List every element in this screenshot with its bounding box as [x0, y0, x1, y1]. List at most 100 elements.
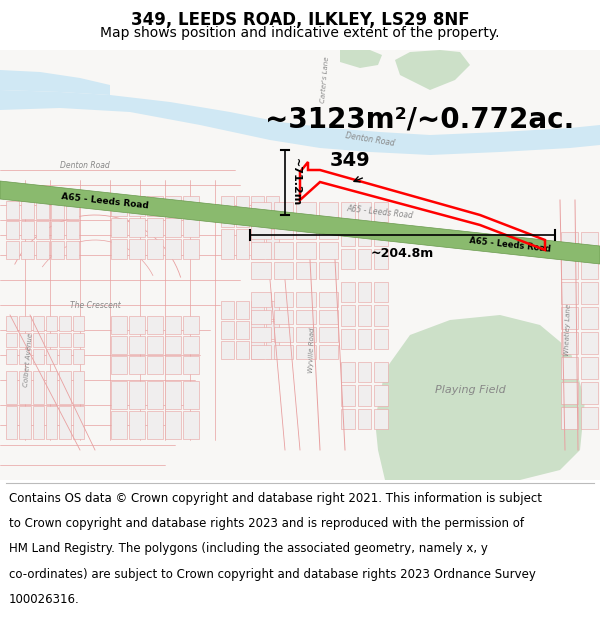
Bar	[111, 217, 127, 238]
Bar	[129, 316, 145, 334]
Bar	[319, 262, 338, 279]
Bar	[183, 316, 199, 334]
Bar	[341, 329, 355, 349]
Text: 349: 349	[330, 151, 371, 170]
Bar	[59, 316, 71, 331]
Text: Carter's Lane: Carter's Lane	[320, 57, 330, 103]
Bar	[236, 301, 249, 319]
Bar	[51, 201, 64, 219]
Bar	[296, 242, 316, 259]
Bar	[296, 292, 316, 306]
Bar	[32, 316, 44, 331]
Bar	[165, 239, 181, 259]
Bar	[147, 316, 163, 334]
Bar	[358, 226, 371, 246]
Bar	[319, 242, 338, 259]
Bar	[296, 309, 316, 324]
Bar	[73, 371, 84, 404]
Bar	[59, 349, 71, 364]
Text: 349, LEEDS ROAD, ILKLEY, LS29 8NF: 349, LEEDS ROAD, ILKLEY, LS29 8NF	[131, 11, 469, 29]
Bar	[266, 341, 279, 359]
Bar	[59, 332, 71, 348]
Polygon shape	[375, 315, 585, 480]
Bar	[73, 332, 84, 348]
Bar	[165, 217, 181, 238]
Text: HM Land Registry. The polygons (including the associated geometry, namely x, y: HM Land Registry. The polygons (includin…	[9, 542, 488, 556]
Text: A65 - Leeds Road: A65 - Leeds Road	[346, 204, 414, 220]
Bar	[147, 411, 163, 439]
Bar	[21, 241, 34, 259]
Bar	[6, 332, 17, 348]
Bar	[358, 306, 371, 326]
Bar	[251, 229, 264, 259]
Bar	[6, 371, 17, 404]
Bar	[341, 226, 355, 246]
Bar	[319, 222, 338, 239]
Bar	[6, 349, 17, 364]
Bar	[274, 202, 293, 219]
Bar	[251, 344, 271, 359]
Bar	[165, 356, 181, 374]
Bar	[147, 356, 163, 374]
Bar	[46, 349, 58, 364]
Bar	[111, 356, 127, 374]
Bar	[147, 336, 163, 354]
Polygon shape	[0, 90, 600, 155]
Bar	[266, 321, 279, 339]
Bar	[165, 196, 181, 216]
Bar	[274, 222, 293, 239]
Text: ~3123m²/~0.772ac.: ~3123m²/~0.772ac.	[265, 106, 575, 134]
Bar	[147, 217, 163, 238]
Bar	[6, 316, 17, 331]
Bar	[561, 332, 578, 354]
Bar	[581, 257, 598, 279]
Text: A65 - Leeds Road: A65 - Leeds Road	[61, 192, 149, 211]
Bar	[6, 241, 19, 259]
Text: A65 - Leeds Road: A65 - Leeds Road	[469, 236, 551, 254]
Bar	[581, 382, 598, 404]
Text: The Crescent: The Crescent	[70, 301, 121, 309]
Bar	[561, 357, 578, 379]
Bar	[581, 282, 598, 304]
Bar	[183, 239, 199, 259]
Bar	[266, 229, 279, 259]
Bar	[6, 201, 19, 219]
Bar	[358, 362, 371, 382]
Bar	[66, 241, 79, 259]
Bar	[358, 282, 371, 302]
Bar	[341, 386, 355, 406]
Bar	[319, 344, 338, 359]
Bar	[236, 229, 249, 259]
Bar	[374, 362, 388, 382]
Bar	[6, 221, 19, 239]
Bar	[59, 406, 71, 439]
Bar	[581, 407, 598, 429]
Bar	[266, 196, 279, 226]
Text: Contains OS data © Crown copyright and database right 2021. This information is : Contains OS data © Crown copyright and d…	[9, 492, 542, 504]
Bar	[251, 202, 271, 219]
Bar	[46, 371, 58, 404]
Bar	[274, 292, 293, 306]
Bar	[183, 217, 199, 238]
Bar	[319, 292, 338, 306]
Bar	[165, 381, 181, 409]
Text: Map shows position and indicative extent of the property.: Map shows position and indicative extent…	[100, 26, 500, 40]
Bar	[374, 282, 388, 302]
Bar	[221, 196, 234, 226]
Bar	[358, 409, 371, 429]
Polygon shape	[0, 70, 110, 95]
Text: 100026316.: 100026316.	[9, 593, 80, 606]
Bar	[561, 407, 578, 429]
Bar	[32, 332, 44, 348]
Bar	[251, 262, 271, 279]
Bar	[274, 327, 293, 341]
Bar	[221, 301, 234, 319]
Bar	[296, 327, 316, 341]
Bar	[274, 262, 293, 279]
Bar	[341, 202, 355, 222]
Bar	[319, 327, 338, 341]
Bar	[374, 226, 388, 246]
Bar	[19, 316, 31, 331]
Bar	[66, 221, 79, 239]
Bar	[129, 411, 145, 439]
